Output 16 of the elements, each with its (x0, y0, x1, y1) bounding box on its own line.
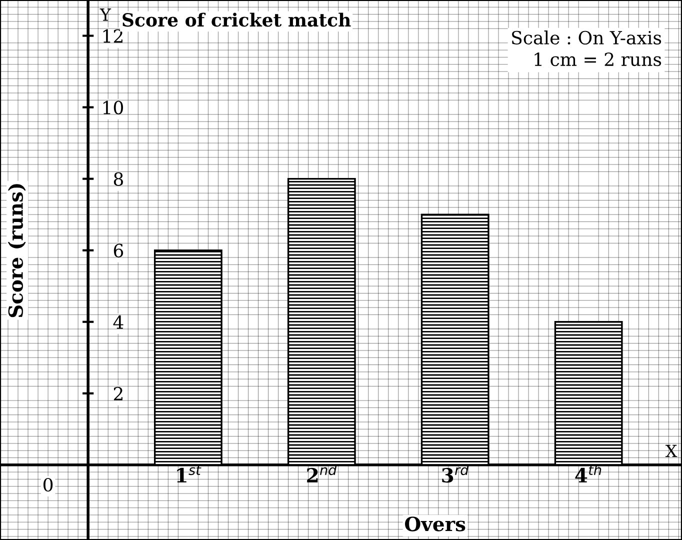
y-tick-label: 10 (103, 100, 123, 114)
y-tick-label: 6 (114, 244, 124, 258)
text: 0 (43, 478, 53, 492)
x-tick-label: 2$^{nd}$ (307, 464, 337, 482)
text: X (665, 444, 678, 457)
y-tick-label: 8 (114, 172, 123, 186)
y-tick-label: 12 (103, 29, 122, 43)
y-axis-title: Score (runs) (8, 184, 26, 318)
text: Score of cricket match (122, 12, 351, 27)
y-tick-label: 2 (114, 386, 122, 400)
text: Y (100, 8, 112, 21)
x-tick-label: 3$^{rd}$ (442, 464, 469, 483)
y-tick-label: 4 (113, 315, 124, 329)
annotation: Scale : On Y-axis 1 cm = 2 runs (512, 30, 662, 66)
x-tick-label: 1$^{st}$ (177, 465, 202, 482)
x-axis-title: Overs (405, 516, 466, 532)
